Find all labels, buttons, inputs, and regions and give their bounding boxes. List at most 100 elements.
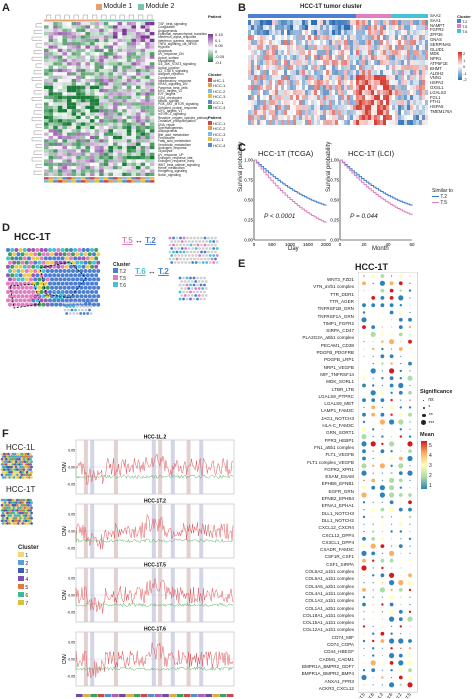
heatmap-cell xyxy=(263,50,266,55)
inset-spot xyxy=(77,301,81,305)
dot xyxy=(398,463,404,469)
heatmap-cell xyxy=(108,25,113,29)
heatmap-cell xyxy=(149,75,155,79)
tissue-spot xyxy=(9,514,13,517)
heatmap-cell xyxy=(85,89,90,93)
heatmap-cell xyxy=(350,55,353,60)
cnv-ytick: -0.05 xyxy=(67,547,75,551)
spatial-spot xyxy=(27,290,31,294)
heatmap-cell xyxy=(275,85,278,90)
heatmap-cell xyxy=(122,35,127,39)
heatmap-cell xyxy=(149,52,155,56)
heatmap-cell xyxy=(136,42,141,46)
heatmap-cell xyxy=(296,105,299,110)
heatmap-cell xyxy=(368,40,371,45)
heatmap-cell xyxy=(335,40,338,45)
heatmap-cell xyxy=(48,55,54,59)
heatmap-cell xyxy=(374,45,377,50)
inset-spot xyxy=(203,297,206,301)
heatmap-cell xyxy=(404,35,407,40)
heatmap-cell xyxy=(290,60,293,65)
heatmap-cell xyxy=(103,115,109,120)
heatmap-cell xyxy=(407,105,410,110)
spatial-spot xyxy=(41,302,46,307)
heatmap-cell xyxy=(248,115,251,120)
dot xyxy=(398,325,403,329)
heatmap-cell xyxy=(80,22,86,26)
inset-spot xyxy=(75,305,79,308)
tissue-spot xyxy=(29,452,32,456)
tissue-spot xyxy=(25,522,29,525)
cluster-bar xyxy=(248,14,356,18)
heatmap-cell xyxy=(44,102,49,106)
dot xyxy=(372,530,375,533)
heatmap-cell xyxy=(53,166,58,170)
inset-spot xyxy=(197,280,201,283)
tissue-spot xyxy=(23,516,27,520)
heatmap-cell xyxy=(413,60,416,65)
heatmap-cell xyxy=(85,72,90,76)
heatmap-cell xyxy=(94,72,100,76)
heatmap-cell xyxy=(347,40,350,45)
heatmap-cell xyxy=(103,58,109,63)
heatmap-cell xyxy=(90,142,95,146)
heatmap-cell xyxy=(380,55,383,60)
heatmap-cell xyxy=(108,115,113,120)
inset-spot xyxy=(203,236,207,240)
left-dendrogram-branch xyxy=(35,23,42,28)
heatmap-cell xyxy=(416,85,419,90)
heatmap-cell xyxy=(308,105,311,110)
heatmap-cell xyxy=(386,25,389,30)
dot xyxy=(371,412,376,417)
heatmap-cell xyxy=(90,82,95,86)
heatmap-cell xyxy=(145,58,150,63)
heatmap-cell xyxy=(62,149,67,153)
heatmap-cell xyxy=(67,109,72,113)
heatmap-cell xyxy=(57,78,63,83)
tissue-spot xyxy=(12,516,16,520)
heatmap-cell xyxy=(71,105,77,110)
heatmap-cell xyxy=(416,80,419,85)
dot xyxy=(398,668,403,673)
heatmap-cell xyxy=(305,45,308,50)
dot xyxy=(398,588,403,592)
tissue-spot xyxy=(21,455,25,458)
heatmap-cell xyxy=(305,20,308,25)
dot xyxy=(372,632,375,635)
heatmap-cell xyxy=(329,80,332,85)
dot xyxy=(380,558,385,563)
heatmap-cell xyxy=(149,132,155,136)
heatmap-cell xyxy=(302,100,305,105)
cluster-legend-a: Cluster cHC-1 HCC-1 HCC-2 HCC-3 ICC-1 HC… xyxy=(208,72,226,110)
tissue-spot xyxy=(22,463,26,466)
heatmap-cell xyxy=(76,89,81,93)
heatmap-cell xyxy=(413,65,416,70)
heatmap-cell xyxy=(90,45,95,49)
dot xyxy=(389,383,394,388)
heatmap-cell xyxy=(425,120,428,125)
heatmap-cell xyxy=(48,115,54,120)
spatial-spot xyxy=(85,298,90,303)
heatmap-cell xyxy=(80,65,86,69)
heatmap-cell xyxy=(57,102,63,106)
heatmap-cell xyxy=(389,100,392,105)
dot xyxy=(363,655,365,657)
heatmap-cell xyxy=(419,55,422,60)
inset-spot xyxy=(192,297,196,301)
heatmap-cell xyxy=(263,115,266,120)
heatmap-cell xyxy=(80,25,86,29)
heatmap-cell xyxy=(149,145,155,150)
tissue-spot xyxy=(25,465,29,469)
spatial-spot xyxy=(81,281,86,286)
heatmap-cell xyxy=(356,105,359,110)
dot xyxy=(398,332,403,337)
spatial-spot xyxy=(31,264,36,269)
heatmap-cell xyxy=(145,122,150,126)
heatmap-cell xyxy=(338,20,341,25)
dot xyxy=(398,274,403,278)
heatmap-cell xyxy=(395,25,398,30)
heatmap-cell xyxy=(85,159,90,163)
heatmap-cell xyxy=(260,110,263,115)
heatmap-cell xyxy=(341,100,344,105)
heatmap-cell xyxy=(145,55,150,59)
